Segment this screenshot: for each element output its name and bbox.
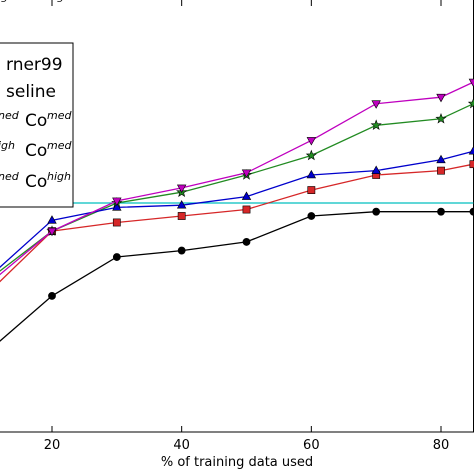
x-tick-label: 60 <box>303 438 320 453</box>
series-lines <box>0 78 474 342</box>
x-tick-label: 40 <box>173 438 190 453</box>
legend-entry-prefix: ned <box>0 170 20 183</box>
data-point <box>371 165 381 174</box>
data-point <box>307 186 316 194</box>
data-point <box>176 184 187 194</box>
legend-entry-prefix: igh <box>0 139 15 152</box>
data-point <box>436 93 446 103</box>
data-point <box>177 246 186 255</box>
legend-entry-sup: med <box>47 109 72 122</box>
x-axis-label: % of training data used <box>161 455 313 470</box>
legend-entry-label: Co <box>25 141 47 161</box>
data-point <box>47 227 57 237</box>
data-point <box>436 154 446 164</box>
data-point <box>435 112 447 124</box>
legend-entry-sup: med <box>47 139 72 152</box>
data-point <box>468 78 474 88</box>
data-point <box>307 212 316 220</box>
data-point <box>467 97 474 109</box>
data-point <box>112 202 122 211</box>
legend-entry-label: Co <box>25 111 47 131</box>
legend-entry-label: rner99 <box>6 55 63 75</box>
data-point <box>372 207 381 216</box>
data-point <box>437 166 445 175</box>
data-point <box>437 207 445 216</box>
data-point <box>306 137 317 146</box>
data-point <box>469 207 474 216</box>
data-point <box>469 160 474 169</box>
legend-entry-label: Co <box>25 172 47 192</box>
data-point <box>112 197 122 206</box>
legend-box <box>0 42 74 208</box>
data-point <box>242 238 251 246</box>
x-tick-label: 20 <box>44 438 61 453</box>
legend-entry-sup: high <box>47 170 71 183</box>
data-point <box>112 218 121 227</box>
data-point <box>371 100 381 109</box>
data-point <box>241 169 252 178</box>
data-point <box>468 146 474 155</box>
data-point <box>112 253 121 261</box>
series-4 <box>0 146 474 268</box>
data-point <box>370 119 382 131</box>
data-point <box>177 212 186 220</box>
legend-entry-prefix: igh <box>0 0 15 3</box>
legend-entry-label: Co <box>25 0 47 5</box>
data-point <box>242 205 251 214</box>
data-point <box>306 169 317 179</box>
data-point <box>48 292 56 300</box>
series-5 <box>0 78 474 276</box>
x-tick-label: 80 <box>433 438 450 453</box>
series-0 <box>0 207 474 342</box>
data-point <box>47 215 57 224</box>
data-point <box>241 191 252 200</box>
legend: rner99selinenedComedighComednedCohighigh… <box>0 0 74 208</box>
data-point <box>305 149 317 161</box>
legend-entry-prefix: ned <box>0 109 20 122</box>
legend-entry-label: seline <box>6 82 56 102</box>
legend-entry-sup: high <box>47 0 71 3</box>
data-point <box>176 200 187 209</box>
